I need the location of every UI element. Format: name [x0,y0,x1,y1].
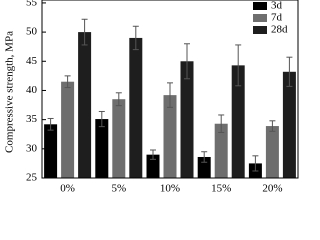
legend-label: 28d [271,24,288,36]
y-tick-label: 55 [26,0,38,8]
legend-swatch [253,26,267,34]
error-bar [132,25,139,51]
bar [78,32,92,179]
bar [231,65,245,178]
legend-swatch [253,14,267,22]
bar [265,126,279,178]
legend-label: 3d [271,0,283,12]
bar [197,156,211,178]
error-bar [167,82,173,108]
bar [61,81,75,178]
error-bar [150,149,156,160]
bar [214,123,228,178]
error-bar [269,120,276,132]
plot-frame [41,0,299,179]
chart: Compressive strength, MPa 25 30 35 40 45 50 55… [4,0,299,195]
bar [180,61,194,179]
error-bar [286,56,293,87]
error-bar [64,75,71,89]
error-bar [252,155,259,172]
y-axis-label: Compressive strength, MPa [4,31,16,153]
x-tick-label: 0% [60,183,75,195]
error-bar [201,151,208,163]
bar [95,119,109,178]
x-tick-label: 5% [111,183,126,195]
y-tick-label: 50 [26,26,38,38]
error-bar [98,110,105,128]
x-tick-label: 15% [211,183,231,195]
legend-swatch [253,2,267,10]
x-tick-label: 10% [160,183,180,195]
error-bar [81,18,88,46]
bar [163,95,177,178]
error-bar [47,117,54,131]
bar [282,71,296,178]
error-bar [235,44,242,87]
y-tick-label: 35 [26,113,38,125]
error-bar [184,43,190,80]
bar [112,99,126,178]
bar [44,124,58,178]
bar [146,154,160,178]
y-tick-label: 25 [26,172,38,184]
error-bar [218,114,225,133]
bar [129,37,143,179]
y-tick-label: 30 [26,142,38,154]
y-tick-label: 45 [26,55,38,67]
error-bar [115,92,122,107]
y-tick-label: 40 [26,84,38,96]
x-tick-label: 20% [262,183,282,195]
legend-label: 7d [271,12,283,24]
